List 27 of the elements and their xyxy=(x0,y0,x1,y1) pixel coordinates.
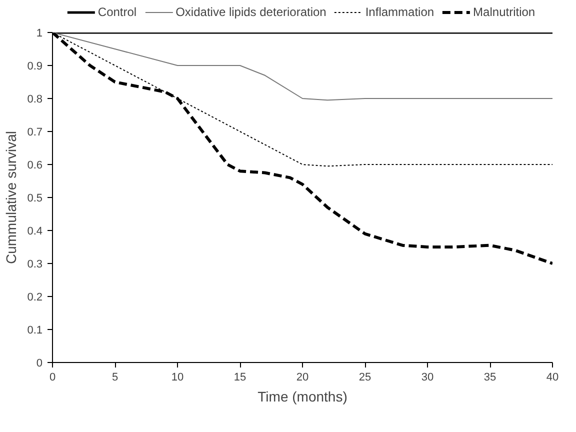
x-tick-label: 25 xyxy=(358,372,372,384)
y-tick-label: 0.5 xyxy=(27,192,43,204)
y-tick-label: 0 xyxy=(36,358,43,370)
line-series xyxy=(52,32,552,101)
x-tick-label: 0 xyxy=(49,372,56,384)
y-tick-label: 0.4 xyxy=(27,226,43,238)
legend-label: Control xyxy=(98,5,137,19)
y-tick-label: 0.6 xyxy=(27,160,43,172)
x-tick-label: 20 xyxy=(296,372,309,384)
x-tick-label: 15 xyxy=(234,372,246,384)
y-tick-label: 0.3 xyxy=(27,258,43,270)
y-tick-label: 0.2 xyxy=(27,292,43,304)
x-tick-label: 35 xyxy=(484,372,496,384)
y-tick-label: 0.1 xyxy=(27,324,43,336)
y-tick-label: 0.7 xyxy=(27,126,43,138)
legend-label: Oxidative lipids deterioration xyxy=(176,5,326,19)
y-tick-label: 1 xyxy=(36,28,43,40)
x-tick-label: 40 xyxy=(546,372,559,384)
y-tick-label: 0.9 xyxy=(27,60,43,72)
x-axis-title: Time (months) xyxy=(258,388,348,404)
x-tick-label: 5 xyxy=(112,372,118,384)
y-axis-title: Cummulative survival xyxy=(3,130,20,264)
x-tick-label: 30 xyxy=(421,372,434,384)
y-tick-label: 0.8 xyxy=(27,94,43,106)
x-tick-label: 10 xyxy=(171,372,184,384)
legend-label: Malnutrition xyxy=(473,5,536,19)
legend-label: Inflammation xyxy=(365,5,434,19)
